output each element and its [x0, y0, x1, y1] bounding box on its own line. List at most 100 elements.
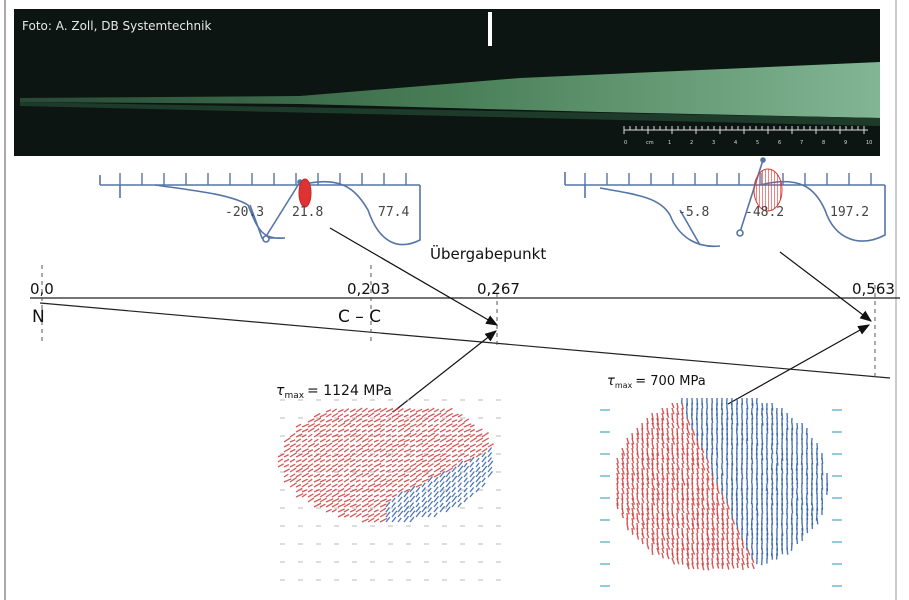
stress-vector — [308, 443, 315, 447]
stress-vector — [308, 475, 313, 477]
stress-vector — [356, 438, 363, 442]
stress-vector — [712, 563, 713, 569]
stress-vector — [368, 509, 372, 512]
stress-vector — [682, 548, 683, 553]
stress-vector — [422, 512, 426, 517]
stress-vector — [374, 419, 380, 422]
photo-credit: Foto: A. Zoll, DB Systemtechnik — [22, 19, 211, 33]
stress-vector — [404, 415, 409, 417]
stress-value: = 1124 MPa — [307, 383, 392, 399]
stress-vector — [308, 469, 313, 472]
stress-vector — [727, 513, 729, 519]
stress-vector — [452, 493, 455, 497]
stress-field — [600, 398, 842, 586]
stress-vector — [404, 439, 410, 442]
stress-vector — [314, 418, 321, 422]
stress-vector — [332, 509, 337, 512]
stress-vector — [380, 489, 385, 492]
stress-vector — [672, 403, 674, 408]
stress-vector — [440, 482, 444, 487]
stress-vector — [290, 449, 295, 452]
stress-vector — [284, 455, 289, 457]
arrows — [330, 228, 871, 412]
stress-vector — [296, 485, 301, 487]
stress-vector — [368, 444, 373, 447]
stress-vector — [332, 424, 337, 427]
stress-vector — [380, 508, 386, 512]
stress-vector — [428, 418, 434, 422]
stress-vector — [422, 430, 427, 432]
stress-vector — [308, 494, 313, 497]
stress-vector — [356, 498, 362, 502]
stress-vector — [434, 419, 439, 422]
stress-vector — [398, 497, 402, 502]
stress-vector — [290, 464, 295, 467]
stress-vector — [344, 419, 349, 422]
stress-vector — [290, 468, 296, 472]
stress-vector — [410, 410, 415, 412]
stress-label: τmax= 700 MPa — [607, 374, 706, 390]
stress-vector — [657, 508, 659, 514]
stress-vector — [791, 543, 792, 551]
stress-vector — [416, 497, 420, 502]
stress-vector — [446, 413, 453, 417]
stress-vector — [637, 533, 638, 540]
stress-vector — [464, 448, 470, 452]
stress-vector — [296, 474, 302, 477]
stress-vector — [356, 444, 361, 447]
stress-vector — [326, 509, 332, 512]
stress-vector — [677, 458, 678, 463]
stress-vector — [290, 483, 297, 487]
stress-vector — [722, 563, 723, 569]
stress-vector — [290, 453, 297, 457]
stress-vector — [672, 488, 673, 493]
stress-vector — [422, 492, 426, 497]
stress-vector — [470, 493, 473, 497]
stress-vector — [326, 493, 332, 497]
stress-vector — [404, 479, 409, 482]
stress-vector — [410, 460, 414, 462]
stress-vector — [677, 403, 678, 409]
stress-vector — [398, 507, 402, 512]
stress-vector — [326, 475, 331, 477]
stress-vector — [422, 439, 427, 442]
stress-vector — [374, 454, 378, 457]
stress-vector — [488, 447, 492, 452]
stress-vector — [428, 464, 433, 467]
stress-vector — [374, 495, 379, 497]
stress-vector — [410, 454, 415, 457]
stress-vector — [702, 448, 704, 453]
stress-vector — [368, 464, 373, 467]
stress-vector — [697, 563, 698, 569]
stress-vector — [314, 413, 320, 417]
stress-vector — [404, 454, 410, 457]
stress-vector — [326, 455, 331, 457]
stress-vector — [416, 487, 420, 492]
stress-vector — [380, 479, 386, 482]
stress-vector — [344, 515, 349, 517]
stress-vector — [338, 480, 343, 482]
stress-vector — [428, 498, 431, 502]
stress-vector — [398, 449, 404, 452]
stress-vector — [338, 449, 344, 452]
stress-vector — [320, 504, 325, 507]
stress-vector — [320, 429, 326, 432]
stress-vector — [320, 493, 326, 497]
stress-vector — [428, 449, 433, 452]
stress-vector — [434, 463, 440, 467]
stress-vector — [422, 497, 426, 502]
stress-vector — [476, 458, 479, 462]
stress-vector — [762, 508, 763, 513]
stress-vector — [368, 454, 373, 457]
stress-vector — [428, 428, 434, 432]
stress-vector — [344, 449, 349, 452]
stress-vector — [338, 429, 344, 432]
stress-vector — [350, 504, 356, 507]
stress-vector — [737, 563, 738, 568]
stress-vector — [392, 429, 396, 432]
stress-vector — [362, 473, 369, 477]
stress-vector — [332, 503, 339, 507]
stress-vector — [662, 448, 663, 453]
stress-vector — [682, 533, 684, 538]
stress-vector — [410, 463, 416, 467]
